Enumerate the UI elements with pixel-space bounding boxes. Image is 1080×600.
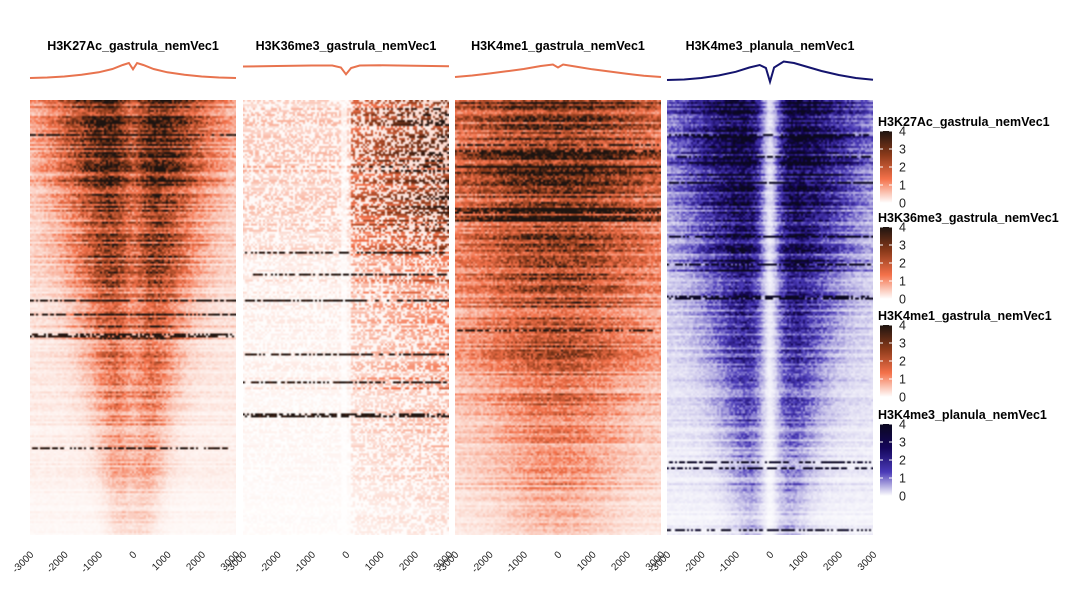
x-tick-label: -2000 — [682, 549, 708, 575]
legend-tick-label: 0 — [899, 490, 906, 504]
mean-profile-line — [666, 60, 874, 86]
legend-tick-label: 4 — [899, 125, 906, 139]
x-tick-label: -3000 — [435, 549, 461, 575]
x-tick-label: -3000 — [647, 549, 673, 575]
legend-tick-label: 2 — [899, 355, 906, 369]
legend-tick-label: 4 — [899, 319, 906, 333]
legend-title: H3K4me1_gastrula_nemVec1 — [878, 309, 1052, 323]
x-tick-label: -1000 — [79, 549, 105, 575]
panel-title: H3K27Ac_gastrula_nemVec1 — [47, 39, 219, 53]
x-tick-label: 1000 — [363, 549, 387, 573]
heatmap-panels: H3K27Ac_gastrula_nemVec1 -3000 -2000 -1000 0… — [10, 39, 879, 575]
x-tick-label: 2000 — [398, 549, 422, 573]
x-tick-label: -3000 — [10, 549, 36, 575]
panel-4: H3K4me3_planula_nemVec1 -3000 -2000 -1000 0 1… — [647, 39, 879, 575]
panel-3: H3K4me1_gastrula_nemVec1 -3000 -2000 -1000 0… — [435, 39, 667, 575]
x-tick-label: 0 — [765, 549, 777, 561]
mean-profile-line — [29, 61, 237, 79]
x-tick-label: 2000 — [185, 549, 209, 573]
legend-tick-label: 3 — [899, 239, 906, 253]
x-tick-label: 0 — [341, 549, 353, 561]
legend-tick-label: 2 — [899, 454, 906, 468]
legend-title: H3K4me3_planula_nemVec1 — [878, 408, 1047, 422]
heatmap-matrix — [30, 100, 236, 535]
x-tick-label: -1000 — [292, 549, 318, 575]
x-tick-label: -2000 — [258, 549, 284, 575]
color-legends: H3K27Ac_gastrula_nemVec143210H3K36me3_ga… — [878, 115, 1059, 504]
panel-2: H3K36me3_gastrula_nemVec1 -3000 -2000 -1000… — [223, 39, 455, 575]
legend-tick-label: 1 — [899, 275, 906, 289]
legend-tick-label: 4 — [899, 221, 906, 235]
legend-tick-label: 2 — [899, 161, 906, 175]
legend-tick-label: 1 — [899, 179, 906, 193]
x-tick-label: 1000 — [575, 549, 599, 573]
legend-tick-label: 0 — [899, 197, 906, 211]
mean-profile-line — [454, 63, 662, 78]
x-tick-label: 1000 — [150, 549, 174, 573]
mean-profile-line — [242, 64, 450, 76]
panel-title: H3K4me1_gastrula_nemVec1 — [471, 39, 645, 53]
legend-tick-label: 2 — [899, 257, 906, 271]
legend-title: H3K27Ac_gastrula_nemVec1 — [878, 115, 1050, 129]
x-tick-label: -1000 — [504, 549, 530, 575]
x-tick-label: -2000 — [470, 549, 496, 575]
panel-title: H3K4me3_planula_nemVec1 — [686, 39, 855, 53]
legend-tick-label: 0 — [899, 391, 906, 405]
panel-1: H3K27Ac_gastrula_nemVec1 -3000 -2000 -1000 0… — [10, 39, 242, 575]
x-tick-label: 0 — [553, 549, 565, 561]
x-tick-label: 2000 — [822, 549, 846, 573]
legend-tick-label: 1 — [899, 373, 906, 387]
x-tick-label: -2000 — [45, 549, 71, 575]
x-tick-label: -1000 — [716, 549, 742, 575]
x-tick-label: 0 — [128, 549, 140, 561]
x-tick-label: 2000 — [610, 549, 634, 573]
legend-tick-label: 0 — [899, 293, 906, 307]
legend-tick-label: 3 — [899, 436, 906, 450]
legend-tick-label: 4 — [899, 418, 906, 432]
heatmap-matrix — [243, 100, 449, 535]
legend-tick-label: 1 — [899, 472, 906, 486]
panel-title: H3K36me3_gastrula_nemVec1 — [256, 39, 437, 53]
x-tick-label: 1000 — [787, 549, 811, 573]
heatmap-matrix — [455, 100, 661, 535]
legend-title: H3K36me3_gastrula_nemVec1 — [878, 211, 1059, 225]
heatmap-matrix — [667, 100, 873, 535]
x-tick-label: -3000 — [223, 549, 249, 575]
legend-tick-label: 3 — [899, 143, 906, 157]
legend-tick-label: 3 — [899, 337, 906, 351]
x-tick-label: 3000 — [856, 549, 880, 573]
